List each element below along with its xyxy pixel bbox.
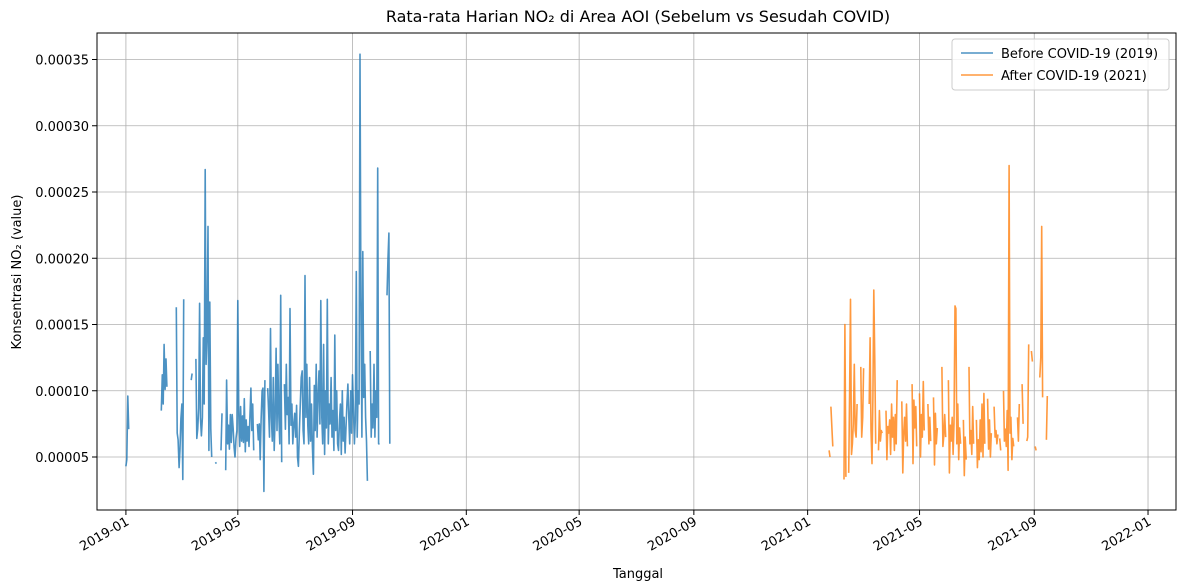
x-tick-label: 2021-01 [759, 514, 814, 554]
series-line-segment [256, 380, 266, 493]
x-tick-label: 2021-05 [871, 514, 926, 554]
series-line-segment [847, 298, 858, 473]
series-line-segment [868, 289, 877, 465]
series-line-segment [190, 373, 193, 381]
series-line-segment [998, 438, 1002, 451]
series-line-segment [224, 299, 255, 471]
x-tick-label: 2022-01 [1099, 514, 1154, 554]
series-line-segment [160, 343, 168, 411]
series-line-segment [1026, 344, 1030, 442]
series-line-segment [885, 380, 898, 461]
x-axis-title: Tanggal [612, 567, 663, 582]
x-tick-label: 2019-01 [77, 514, 132, 554]
x-tick-label: 2020-05 [531, 514, 586, 554]
series-line-segment [932, 397, 939, 466]
legend: Before COVID-19 (2019) After COVID-19 (2… [951, 38, 1170, 91]
x-axis: 2019-01 2019-05 2019-09 2020-01 2020-05 2020-… [77, 510, 1154, 555]
series-line-segment [1039, 225, 1044, 398]
series-line-segment [214, 461, 218, 465]
legend-label-after: After COVID-19 (2021) [1001, 69, 1147, 84]
series-line-segment [860, 366, 865, 438]
series-line-segment [968, 366, 975, 456]
y-tick-label: 0.00005 [35, 451, 89, 466]
series-line-segment [1045, 395, 1049, 440]
series-line-segment [195, 168, 213, 458]
series-line-segment [175, 299, 185, 481]
series-line-segment [877, 409, 883, 451]
series-line-segment [1002, 164, 1015, 472]
series-line-segment [1030, 350, 1034, 362]
y-tick-label: 0.00015 [35, 319, 89, 334]
series-line-segment [220, 413, 223, 451]
series-line-segment [947, 305, 962, 474]
y-tick-label: 0.00020 [35, 252, 89, 267]
series-line-segment [283, 53, 369, 481]
series-line-segment [993, 406, 999, 445]
x-tick-label: 2019-09 [304, 514, 359, 554]
series-line-segment [843, 323, 847, 480]
y-tick-label: 0.00025 [35, 186, 89, 201]
y-axis: 0.00005 0.00010 0.00015 0.00020 0.00025 0.000… [35, 54, 97, 466]
series-line-segment [386, 232, 391, 444]
series-line-segment [1016, 403, 1021, 442]
series-before-covid [125, 53, 391, 493]
legend-label-before: Before COVID-19 (2019) [1001, 47, 1158, 62]
series-line-segment [918, 380, 925, 458]
series-line-segment [901, 401, 909, 474]
x-tick-label: 2020-09 [645, 514, 700, 554]
series-line-segment [941, 366, 947, 448]
y-axis-title: Konsentrasi NO₂ (value) [10, 195, 25, 350]
series-line-segment [828, 450, 831, 458]
series-line-segment [1021, 384, 1024, 424]
series-line-segment [975, 392, 986, 469]
series-line-segment [927, 403, 932, 445]
x-tick-label: 2019-05 [189, 514, 244, 554]
plot-frame [96, 32, 1177, 511]
x-tick-label: 2020-01 [418, 514, 473, 554]
y-tick-label: 0.00030 [35, 120, 89, 135]
x-tick-label: 2021-09 [986, 514, 1041, 554]
series-line-segment [266, 294, 283, 463]
y-tick-label: 0.00010 [35, 385, 89, 400]
y-tick-label: 0.00035 [35, 54, 89, 69]
series-line-segment [962, 419, 967, 477]
series-after-covid [828, 164, 1049, 480]
series-line-segment [986, 398, 993, 458]
series-line-segment [1034, 446, 1037, 451]
series-layer [125, 53, 1049, 493]
legend-box [951, 38, 1170, 91]
series-line-segment [830, 406, 834, 447]
series-line-segment [911, 384, 918, 465]
chart-title: Rata-rata Harian NO₂ di Area AOI (Sebelu… [386, 7, 890, 26]
series-line-segment [369, 167, 380, 445]
series-line-segment [125, 395, 130, 467]
